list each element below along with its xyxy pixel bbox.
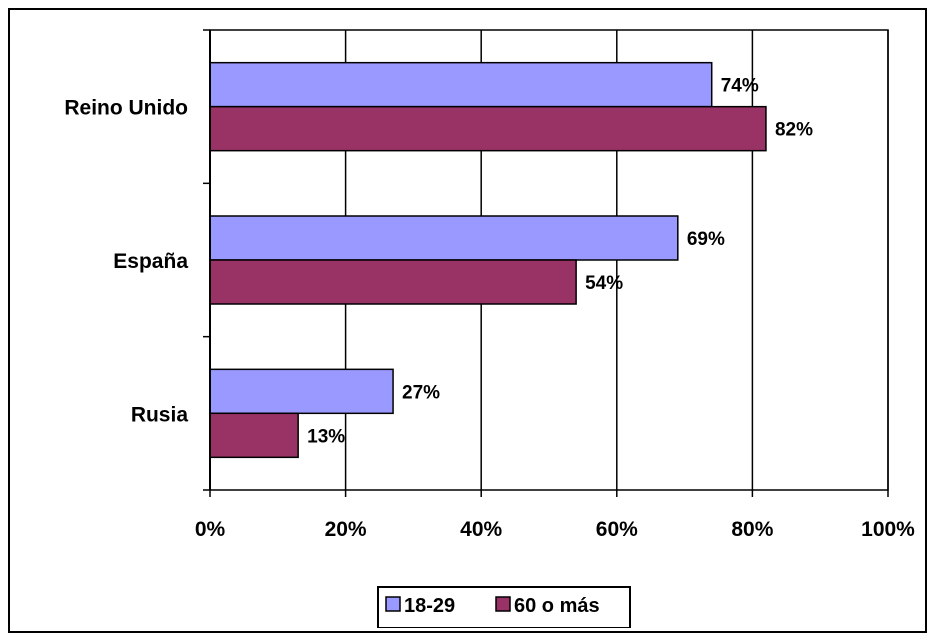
x-tick-label: 0% [195,518,226,541]
labels: 0% 20% 40% 60% 80% 100% 74% 82% Reino Unido 69% 54… [64,76,915,541]
data-label: 82% [775,120,813,141]
data-label: 69% [687,229,725,250]
x-tick-label: 100% [861,518,915,541]
x-tick-label: 80% [731,518,773,541]
data-label: 27% [402,382,440,403]
legend-swatch-18-29 [385,596,401,612]
bar [209,61,713,108]
legend-label-60-o-mas: 60 o más [514,595,600,617]
legend-label-18-29: 18-29 [404,595,455,617]
legend: 18-29 60 o más [377,586,631,628]
bar [209,105,767,152]
category-label: España [113,250,188,273]
axes [203,29,889,497]
data-label: 54% [585,273,623,294]
x-tick-label: 20% [325,518,367,541]
bar [209,412,299,459]
data-label: 13% [307,426,345,447]
bar [209,215,679,261]
data-label: 74% [721,76,759,97]
bars [209,61,767,459]
x-tick-label: 60% [596,518,638,541]
legend-swatch-60-o-mas [495,596,511,612]
bar [209,368,394,415]
category-label: Reino Unido [64,97,188,120]
x-tick-label: 40% [460,518,502,541]
bar [209,259,577,305]
category-label: Rusia [131,403,189,426]
